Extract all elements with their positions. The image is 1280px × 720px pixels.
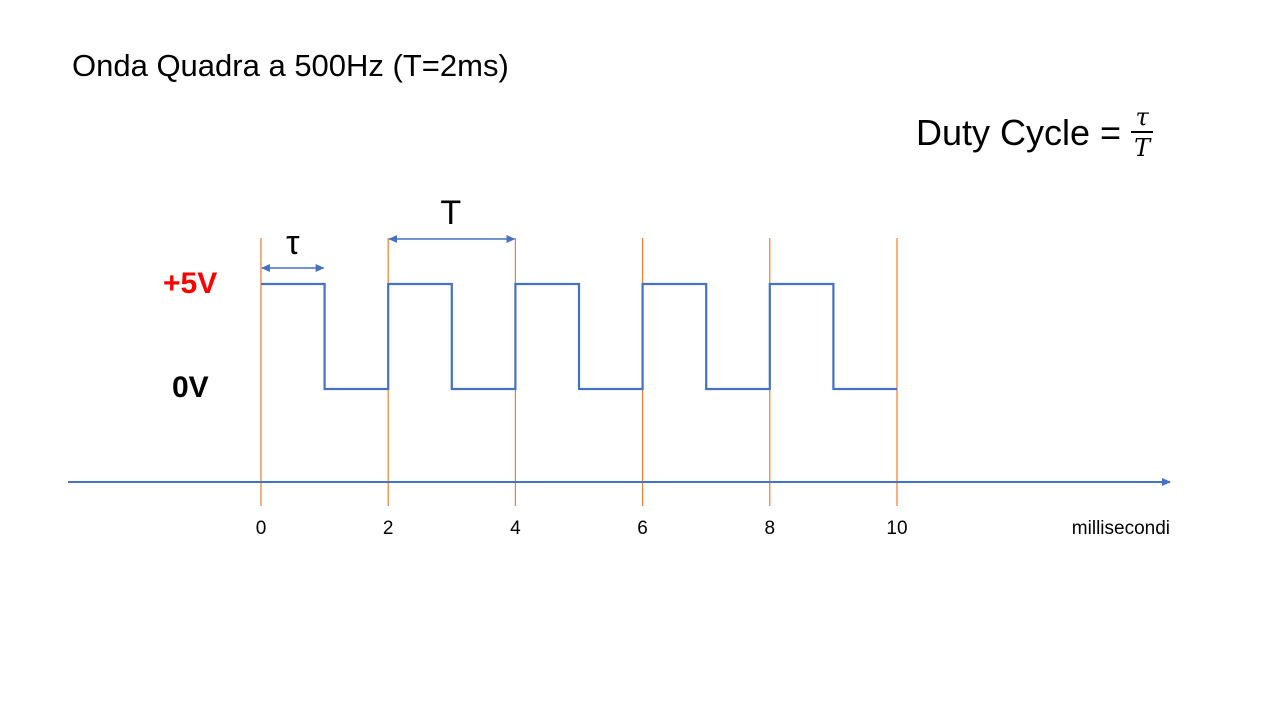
tick-label: 0 — [256, 518, 267, 539]
tick-label: 4 — [510, 518, 521, 539]
duty-cycle-formula: Duty Cycle = τ T — [916, 103, 1154, 162]
formula-numerator: τ — [1135, 103, 1149, 131]
tick-label: 2 — [383, 518, 394, 539]
tick-label: 6 — [637, 518, 648, 539]
formula-denominator: T — [1134, 134, 1151, 162]
formula-fraction: τ T — [1131, 103, 1154, 162]
page-title: Onda Quadra a 500Hz (T=2ms) — [72, 48, 509, 83]
period-label: T — [440, 194, 461, 232]
axis-unit-label: millisecondi — [1072, 518, 1170, 539]
formula-lhs: Duty Cycle = — [916, 111, 1122, 153]
fraction-bar — [1131, 131, 1154, 133]
level-low-label: 0V — [172, 371, 209, 404]
tick-label: 10 — [886, 518, 907, 539]
level-high-label: +5V — [163, 267, 218, 300]
tau-label: τ — [286, 224, 300, 262]
square-wave-signal — [261, 282, 897, 391]
tick-label: 8 — [765, 518, 776, 539]
tick-labels: 0 2 4 6 8 10 — [256, 518, 908, 539]
